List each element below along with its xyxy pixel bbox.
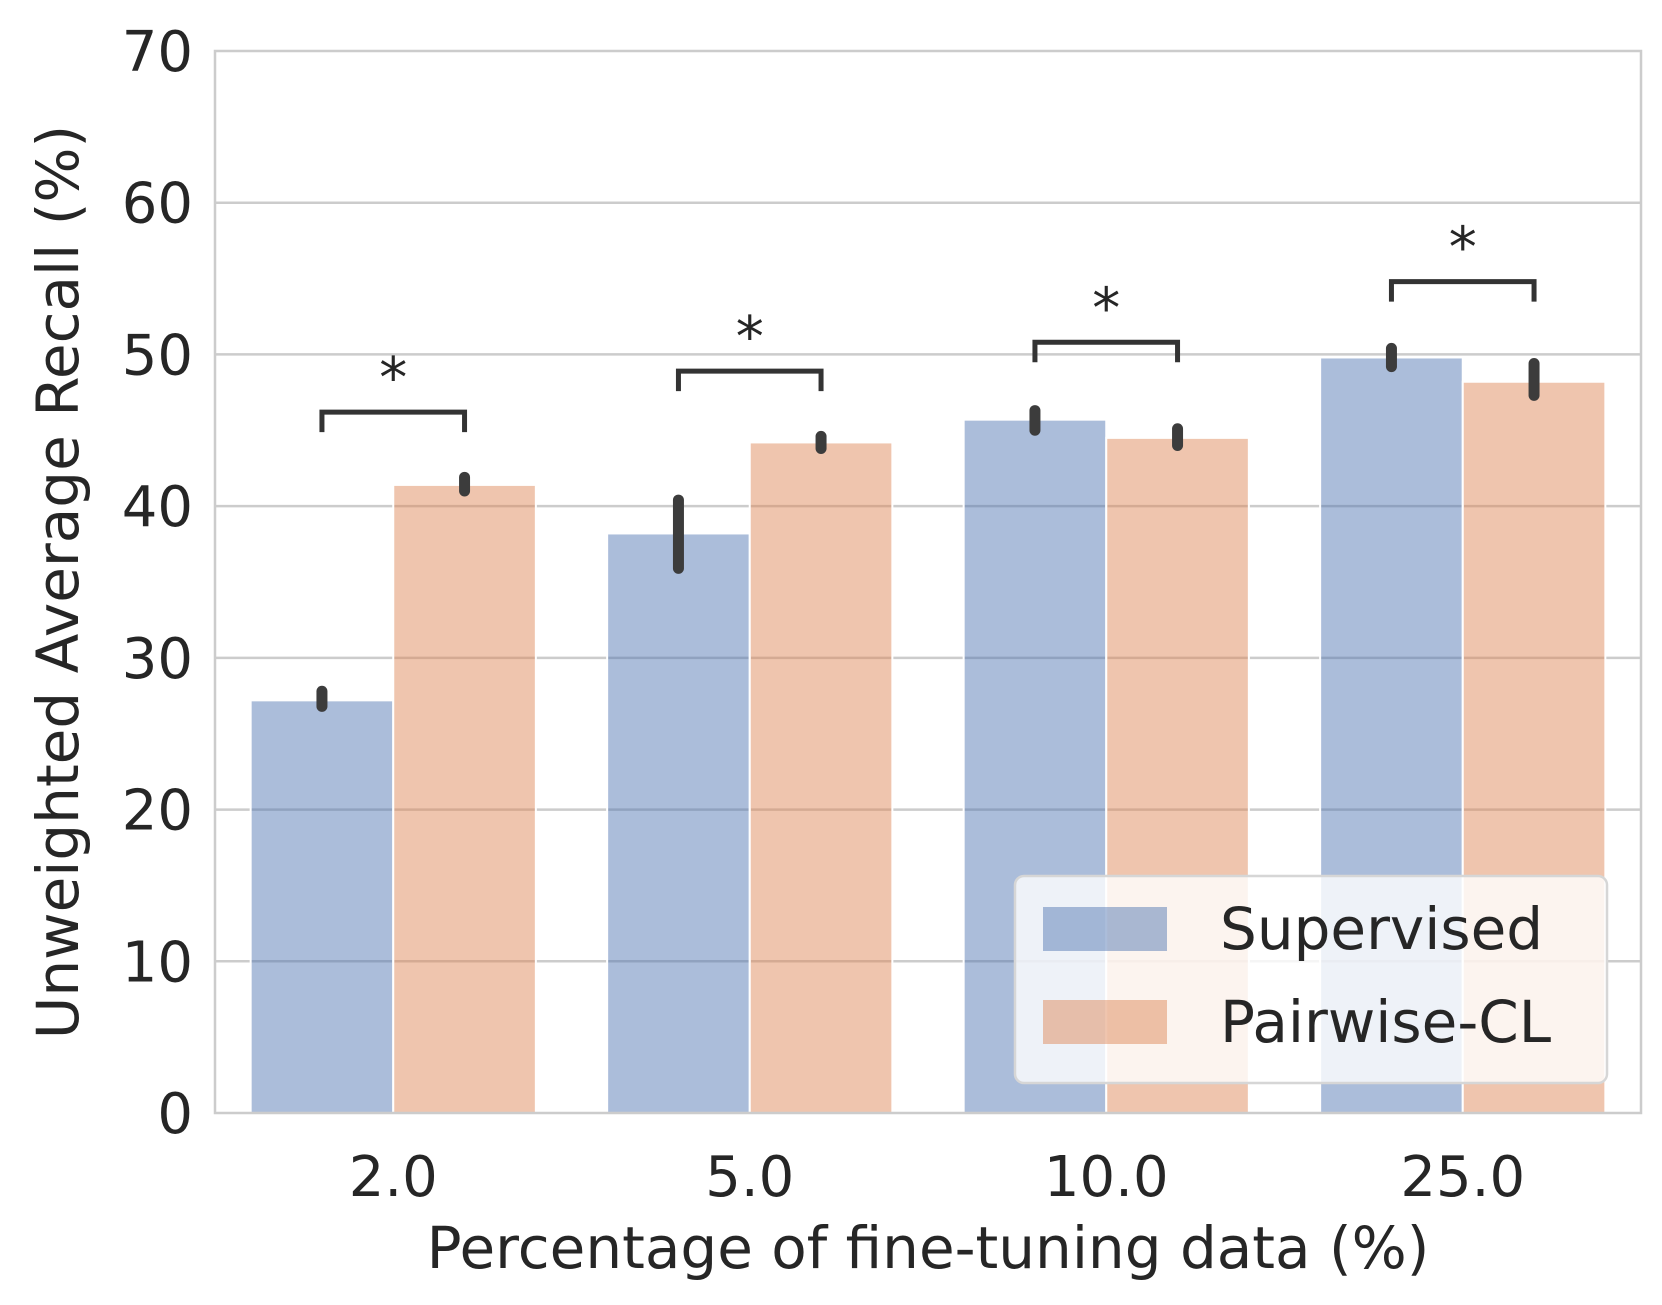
y-tick-label: 10 <box>122 930 193 995</box>
significance-bracket <box>1032 339 1181 363</box>
x-axis-label: Percentage of fine-tuning data (%) <box>427 1214 1430 1282</box>
bar-pairwise-cl-5.0 <box>748 441 894 1114</box>
significance-star: * <box>736 305 764 370</box>
x-tick-label: 2.0 <box>349 1145 438 1210</box>
y-axis-label: Unweighted Average Recall (%) <box>24 125 92 1039</box>
x-tick-label: 10.0 <box>1044 1145 1169 1210</box>
y-tick-label: 60 <box>122 172 193 237</box>
legend-swatch-pairwise-cl <box>1043 1000 1167 1044</box>
y-tick-label: 0 <box>157 1082 193 1147</box>
significance-star: * <box>379 346 407 411</box>
legend-box <box>1013 874 1609 1085</box>
significance-brackets: * * * * <box>319 216 1537 433</box>
significance-star: * <box>1449 216 1477 281</box>
y-tick-labels: 0 10 20 30 40 50 60 70 <box>122 20 193 1147</box>
x-tick-labels: 2.0 5.0 10.0 25.0 <box>349 1145 1525 1210</box>
bar-supervised-2.0 <box>249 699 395 1115</box>
bar-pairwise-cl-2.0 <box>392 483 537 1115</box>
y-tick-label: 40 <box>122 475 193 540</box>
bar-supervised-5.0 <box>606 532 751 1114</box>
legend: Supervised Pairwise-CL <box>1013 874 1609 1085</box>
y-tick-label: 70 <box>122 20 193 85</box>
y-tick-label: 30 <box>122 627 193 692</box>
y-tick-label: 20 <box>122 779 193 844</box>
error-bars <box>316 342 1540 712</box>
x-tick-label: 5.0 <box>705 1145 794 1210</box>
legend-label: Pairwise-CL <box>1220 988 1551 1056</box>
significance-bracket <box>675 368 824 392</box>
significance-star: * <box>1092 276 1120 341</box>
significance-bracket <box>1388 279 1537 302</box>
legend-label: Supervised <box>1220 895 1543 963</box>
plot-frame <box>213 49 1643 1115</box>
legend-swatch-supervised <box>1043 907 1167 951</box>
y-tick-label: 50 <box>122 323 193 388</box>
x-tick-label: 25.0 <box>1400 1145 1525 1210</box>
significance-bracket <box>319 409 468 433</box>
